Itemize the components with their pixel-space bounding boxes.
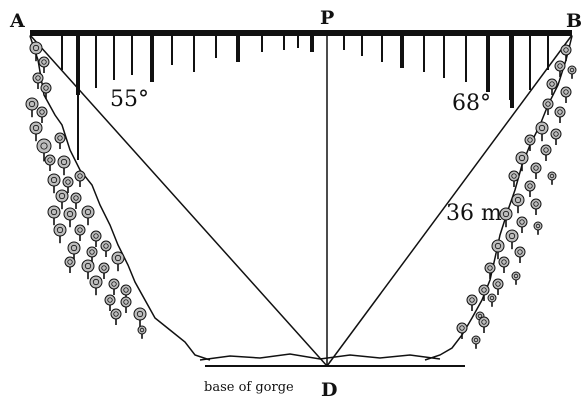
tree-icon [29, 41, 43, 62]
tree-icon [47, 173, 61, 194]
tree-icon [533, 221, 543, 235]
tree-icon [471, 335, 481, 349]
tree-icon [110, 308, 122, 325]
tree-icon [55, 189, 69, 210]
tree-icon [547, 171, 557, 185]
tree-icon [36, 138, 52, 162]
tree-icon [550, 128, 562, 145]
left-vegetation [25, 41, 147, 339]
tree-icon [478, 284, 490, 301]
tree-icon [38, 56, 50, 73]
tree-icon [491, 239, 505, 260]
tree-icon [505, 229, 519, 250]
tree-icon [530, 162, 542, 179]
tree-icon [560, 86, 572, 103]
tree-icon [104, 294, 116, 311]
tree-icon [511, 271, 521, 285]
tree-icon [74, 170, 86, 187]
tree-icon [40, 82, 52, 99]
tree-icon [484, 262, 496, 279]
tree-icon [89, 275, 103, 296]
tree-icon [70, 192, 82, 209]
tree-icon [492, 278, 504, 295]
tree-icon [524, 180, 536, 197]
left-cliff-face [29, 35, 211, 361]
tree-icon [554, 106, 566, 123]
tree-icon [25, 97, 39, 118]
angle-a-label: 55° [110, 87, 149, 112]
tree-icon [32, 72, 44, 89]
tree-icon [111, 251, 125, 272]
base-of-gorge-caption: base of gorge [204, 380, 294, 395]
tree-icon [81, 205, 95, 226]
line-ad [29, 34, 328, 367]
tree-icon [74, 224, 86, 241]
tree-icon [29, 121, 43, 142]
tree-icon [137, 325, 147, 339]
tree-icon [98, 262, 110, 279]
tree-icon [108, 278, 120, 295]
tree-icon [524, 134, 536, 151]
tree-icon [540, 144, 552, 161]
tree-icon [63, 207, 77, 228]
tree-icon [57, 155, 71, 176]
tree-icon [81, 259, 95, 280]
tree-icon [498, 256, 510, 273]
tree-icon [53, 223, 67, 244]
tree-icon [120, 284, 132, 301]
point-p-label: P [320, 7, 334, 29]
tree-icon [478, 316, 490, 333]
angle-b-label: 68° [452, 91, 491, 116]
tree-icon [542, 98, 554, 115]
line-bd [326, 34, 573, 367]
right-vegetation [456, 44, 577, 349]
tree-icon [514, 246, 526, 263]
tree-icon [133, 307, 147, 328]
tree-icon [567, 65, 577, 79]
tree-icon [499, 207, 513, 228]
tree-icon [515, 151, 529, 172]
tree-icon [511, 193, 525, 214]
tree-icon [62, 176, 74, 193]
tree-icon [554, 60, 566, 77]
tree-icon [508, 170, 520, 187]
cliff-overhang-marks [61, 35, 549, 160]
tree-icon [466, 294, 478, 311]
tree-icon [535, 121, 549, 142]
tree-icon [487, 293, 497, 307]
tree-icon [90, 230, 102, 247]
tree-icon [64, 256, 76, 273]
point-d-label: D [321, 379, 337, 399]
tree-icon [560, 44, 572, 61]
tree-icon [516, 216, 528, 233]
tree-icon [456, 322, 468, 339]
tree-icon [120, 296, 132, 313]
tree-icon [54, 132, 66, 149]
tree-icon [100, 240, 112, 257]
point-b-label: B [566, 10, 582, 32]
length-bd-label: 36 m [446, 201, 502, 226]
point-a-label: A [9, 10, 25, 32]
tree-icon [44, 154, 56, 171]
tree-icon [546, 78, 558, 95]
tree-icon [47, 205, 61, 226]
tree-icon [36, 106, 48, 123]
tree-icon [530, 198, 542, 215]
